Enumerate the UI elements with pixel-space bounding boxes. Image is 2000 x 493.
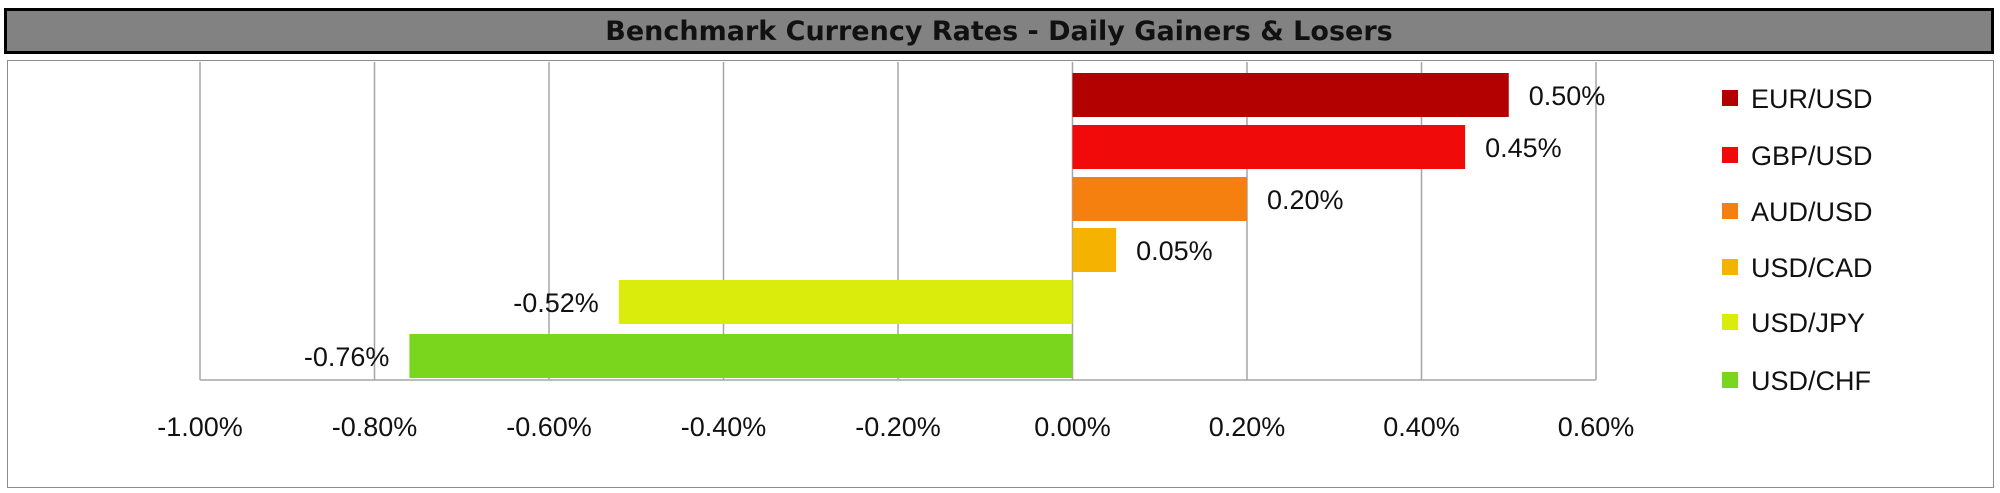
- bar-usd-jpy: [618, 280, 1073, 324]
- data-label: -0.52%: [513, 288, 599, 318]
- data-label: 0.50%: [1529, 81, 1606, 111]
- x-tick-label: 0.60%: [1558, 412, 1635, 442]
- legend-swatch: [1722, 90, 1738, 106]
- data-label: 0.45%: [1485, 133, 1562, 163]
- legend-swatch: [1722, 203, 1738, 219]
- chart-title-bar: Benchmark Currency Rates - Daily Gainers…: [4, 8, 1994, 54]
- bar-usd-chf: [409, 334, 1073, 378]
- data-label: 0.05%: [1136, 236, 1213, 266]
- x-tick-label: -0.80%: [332, 412, 418, 442]
- legend-label: USD/CAD: [1751, 253, 1873, 283]
- legend-swatch: [1722, 372, 1738, 388]
- data-label: -0.76%: [304, 342, 390, 372]
- x-tick-label: 0.40%: [1383, 412, 1460, 442]
- bar-usd-cad: [1072, 228, 1117, 272]
- x-tick-label: 0.00%: [1034, 412, 1111, 442]
- x-tick-label: -0.60%: [506, 412, 592, 442]
- chart-frame: [7, 60, 1994, 488]
- bar-eur-usd: [1072, 73, 1509, 117]
- x-tick-label: -0.20%: [855, 412, 941, 442]
- data-label: 0.20%: [1267, 185, 1344, 215]
- legend-label: USD/JPY: [1751, 308, 1865, 338]
- legend-swatch: [1722, 314, 1738, 330]
- bar-gbp-usd: [1072, 125, 1466, 169]
- x-tick-label: 0.20%: [1209, 412, 1286, 442]
- legend-label: AUD/USD: [1751, 197, 1873, 227]
- legend-label: EUR/USD: [1751, 84, 1873, 114]
- legend-swatch: [1722, 259, 1738, 275]
- x-tick-label: -0.40%: [681, 412, 767, 442]
- legend-swatch: [1722, 147, 1738, 163]
- bar-aud-usd: [1072, 177, 1247, 221]
- legend-label: GBP/USD: [1751, 141, 1873, 171]
- chart-title: Benchmark Currency Rates - Daily Gainers…: [605, 15, 1393, 47]
- legend-label: USD/CHF: [1751, 366, 1871, 396]
- x-tick-label: -1.00%: [157, 412, 243, 442]
